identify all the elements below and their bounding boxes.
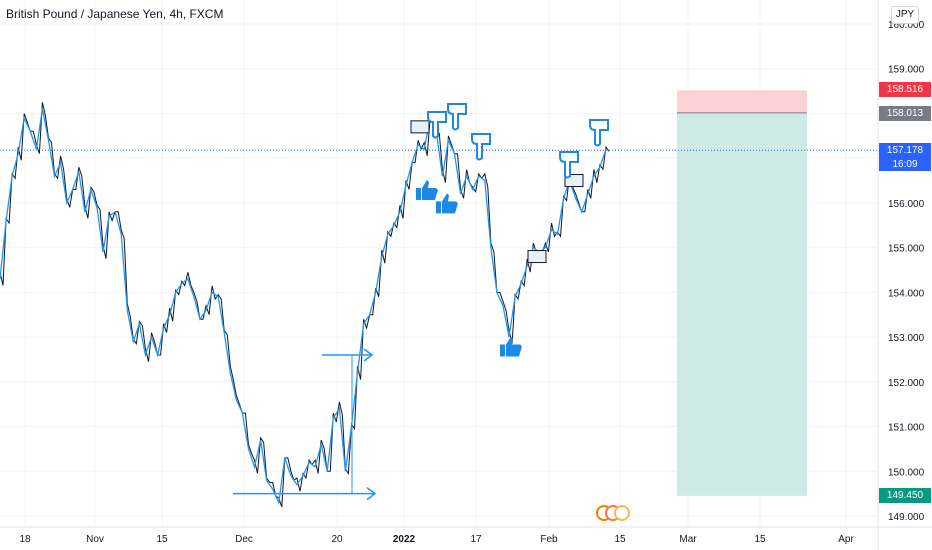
thumbs-up-icon <box>436 201 441 214</box>
y-tick-label: 155.000 <box>888 244 925 255</box>
x-tick-label: Apr <box>838 534 854 545</box>
pointing-down-icon <box>471 133 491 161</box>
bar-countdown: 16:09 <box>879 158 931 171</box>
x-tick-label: 17 <box>470 534 482 545</box>
thumbs-up-icon <box>506 336 522 357</box>
target-price-tag: 149.450 <box>879 488 931 503</box>
y-tick-label: 151.000 <box>888 423 925 434</box>
x-tick-label: 15 <box>156 534 168 545</box>
y-tick-label: 154.000 <box>888 288 925 299</box>
y-tick-label: 152.000 <box>888 378 925 389</box>
x-tick-label: 2022 <box>393 534 416 545</box>
chart-title: British Pound / Japanese Yen, 4h, FXCM <box>6 7 224 21</box>
y-tick-label: 159.000 <box>888 65 925 76</box>
flag-icon <box>527 250 547 264</box>
x-tick-label: Nov <box>86 534 104 545</box>
thumbs-up-icon <box>500 344 505 357</box>
thumbs-up-icon <box>416 187 421 200</box>
arrow-right-icon <box>366 487 377 501</box>
y-tick-label: 149.000 <box>888 512 925 523</box>
x-tick-label: 18 <box>19 534 31 545</box>
stop-loss-zone <box>677 90 807 113</box>
x-tick-label: 15 <box>614 534 626 545</box>
x-tick-label: Feb <box>540 534 558 545</box>
pointing-down-icon <box>559 151 579 179</box>
pointing-down-icon <box>589 119 609 147</box>
currency-unit-badge[interactable]: JPY <box>891 6 919 24</box>
entry-price-tag: 158.013 <box>879 106 931 121</box>
y-tick-label: 153.000 <box>888 333 925 344</box>
y-tick-label: 160.000 <box>888 20 925 31</box>
stop-loss-price-tag: 158.516 <box>879 82 931 97</box>
y-tick-label: 156.000 <box>888 199 925 210</box>
price-series-wick <box>0 102 610 508</box>
take-profit-zone <box>677 112 807 496</box>
arrow-right-icon <box>363 348 374 362</box>
thumbs-up-icon <box>442 193 458 214</box>
x-tick-label: 15 <box>754 534 766 545</box>
y-tick-label: 150.000 <box>888 467 925 478</box>
thumbs-up-icon <box>422 179 438 200</box>
price-series-line <box>0 108 607 505</box>
x-tick-label: Mar <box>679 534 697 545</box>
x-tick-label: 20 <box>331 534 343 545</box>
pointing-down-icon <box>427 111 447 139</box>
x-tick-label: Dec <box>235 534 253 545</box>
event-marker-icon <box>614 505 630 521</box>
pointing-down-icon <box>447 103 467 131</box>
last-price-tag: 157.178 <box>879 143 931 158</box>
flag-icon <box>410 120 430 134</box>
